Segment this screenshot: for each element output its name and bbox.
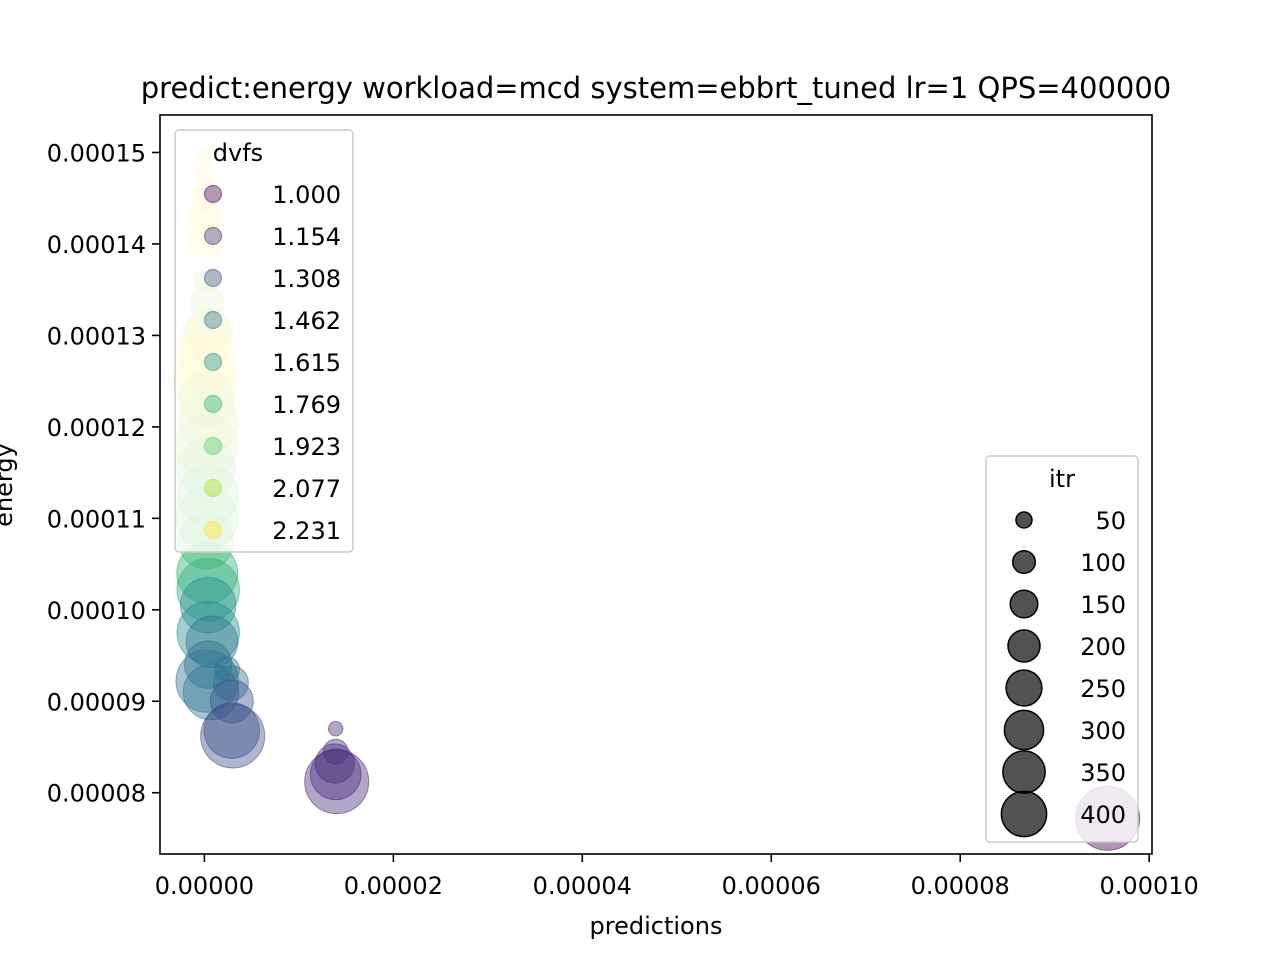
data-point — [200, 703, 266, 769]
y-tick-label: 0.00015 — [47, 139, 146, 167]
data-point — [328, 721, 344, 737]
itr-legend-marker — [1007, 629, 1041, 663]
dvfs-legend-title: dvfs — [213, 139, 263, 167]
y-tick-label: 0.00009 — [47, 688, 146, 716]
dvfs-legend-label: 1.462 — [272, 307, 341, 335]
dvfs-legend-marker — [203, 268, 223, 288]
data-point — [185, 615, 239, 669]
data-point — [180, 577, 237, 634]
dvfs-legend-label: 2.077 — [272, 475, 341, 503]
dvfs-legend-label: 1.154 — [272, 223, 341, 251]
itr-legend-marker — [1005, 669, 1043, 707]
itr-legend-title: itr — [1049, 465, 1075, 493]
itr-legend-label: 250 — [1080, 675, 1126, 703]
data-point — [309, 748, 362, 801]
data-point — [209, 679, 254, 724]
dvfs-legend-label: 1.308 — [272, 265, 341, 293]
y-axis: 0.00008 0.00009 0.00010 0.00011 0.00012 0.000… — [47, 139, 160, 808]
plot-frame — [159, 114, 1153, 855]
y-tick-label: 0.00008 — [47, 780, 146, 808]
itr-legend-marker — [1003, 709, 1045, 751]
itr-legend-label: 200 — [1080, 633, 1126, 661]
dvfs-legend-marker — [203, 226, 223, 246]
itr-legend-label: 50 — [1095, 507, 1126, 535]
dvfs-legend-frame — [174, 129, 354, 553]
x-tick-label: 0.00002 — [344, 872, 443, 900]
data-point — [212, 665, 249, 701]
dvfs-legend-marker — [203, 352, 223, 372]
dvfs-legend-label: 1.769 — [272, 391, 341, 419]
dvfs-legend-label: 1.923 — [272, 433, 341, 461]
y-axis-label: energy — [0, 443, 18, 527]
y-tick-label: 0.00014 — [47, 231, 146, 259]
dvfs-legend-label: 1.000 — [272, 181, 341, 209]
chart-title: predict:energy workload=mcd system=ebbrt… — [141, 71, 1172, 105]
data-point — [182, 663, 240, 721]
dvfs-legend-label: 2.231 — [272, 517, 341, 545]
x-axis: 0.00000 0.00002 0.00004 0.00006 0.00008 0.000… — [155, 854, 1199, 900]
dvfs-legend-marker — [203, 310, 223, 330]
itr-legend-label: 300 — [1080, 717, 1126, 745]
data-point — [314, 743, 355, 784]
dvfs-legend: dvfs 1.000 1.154 1.308 1.462 1.615 1.769 1.923 2… — [174, 129, 354, 553]
dvfs-legend-marker — [203, 184, 223, 204]
itr-legend-marker — [1011, 549, 1037, 575]
x-axis-label: predictions — [590, 912, 723, 940]
itr-legend-label: 350 — [1080, 759, 1126, 787]
y-tick-label: 0.00010 — [47, 597, 146, 625]
x-tick-label: 0.00000 — [155, 872, 254, 900]
itr-legend-label: 400 — [1080, 801, 1126, 829]
data-point — [176, 601, 240, 665]
x-tick-label: 0.00008 — [911, 872, 1010, 900]
itr-legend: itr 50 100 150 200 250 300 350 400 — [985, 455, 1139, 843]
y-tick-label: 0.00012 — [47, 414, 146, 442]
x-tick-label: 0.00004 — [533, 872, 632, 900]
itr-legend-marker — [1002, 750, 1046, 794]
itr-legend-label: 150 — [1080, 591, 1126, 619]
dvfs-legend-marker — [203, 436, 223, 456]
x-tick-label: 0.00010 — [1100, 872, 1199, 900]
data-point — [214, 656, 241, 683]
itr-legend-marker — [1009, 589, 1039, 619]
dvfs-legend-label: 1.615 — [272, 349, 341, 377]
itr-legend-marker — [1000, 790, 1048, 838]
y-tick-label: 0.00013 — [47, 322, 146, 350]
dvfs-legend-marker — [203, 520, 223, 540]
itr-legend-label: 100 — [1080, 549, 1126, 577]
dvfs-legend-marker — [203, 478, 223, 498]
y-tick-label: 0.00011 — [47, 505, 146, 533]
data-point — [203, 702, 261, 759]
data-point — [304, 749, 370, 815]
itr-legend-marker — [1015, 511, 1033, 529]
dvfs-legend-marker — [203, 394, 223, 414]
x-tick-label: 0.00006 — [722, 872, 821, 900]
